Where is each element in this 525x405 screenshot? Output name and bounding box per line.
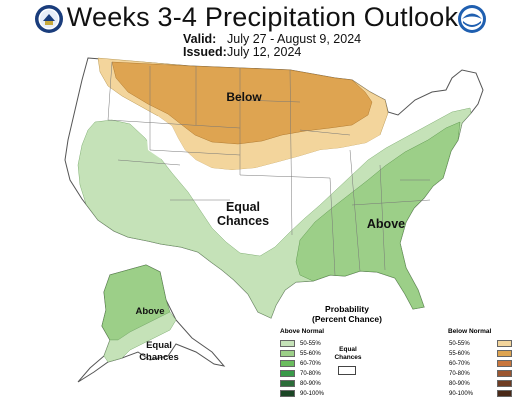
legend-below-swatch (497, 370, 512, 377)
legend-above-swatch (280, 340, 295, 347)
legend-equal-label: Equal Chances (328, 346, 368, 362)
legend-above-swatch (280, 370, 295, 377)
issued-date: July 12, 2024 (227, 45, 302, 59)
legend-below-swatch (497, 380, 512, 387)
legend-below-swatch (497, 360, 512, 367)
legend-equal-line2: Chances (334, 354, 362, 361)
legend-below-label: 80-90% (449, 381, 470, 387)
legend-above-header: Above Normal (280, 328, 325, 335)
legend-below-label: 55-60% (449, 351, 470, 357)
legend-above-swatch (280, 360, 295, 367)
equal-chances-area (146, 116, 380, 240)
below-normal-dark-area (111, 61, 373, 145)
alaska-equal-label-line1: Equal (146, 340, 172, 351)
issued-label: Issued: (183, 45, 227, 59)
legend-below-label: 70-80% (449, 371, 470, 377)
valid-label: Valid: (183, 32, 217, 46)
legend-below-swatch (497, 340, 512, 347)
legend-below-label: 60-70% (449, 361, 470, 367)
legend-below-swatch (497, 350, 512, 357)
legend-equal-line1: Equal (339, 346, 357, 353)
legend-title-line2: (Percent Chance) (312, 314, 382, 324)
alaska-equal-label-line2: Chances (139, 352, 179, 363)
legend-above-label: 90-100% (300, 391, 325, 397)
legend-above-label: 50-55% (300, 341, 321, 347)
legend-below-label: 90-100% (449, 391, 474, 397)
legend-title-line1: Probability (325, 304, 369, 314)
legend-above-label: 60-70% (300, 361, 321, 367)
legend-above-label: 55-60% (300, 351, 321, 357)
alaska-above-label: Above (135, 306, 164, 317)
below-region-label: Below (226, 90, 262, 104)
legend-below-swatch (497, 390, 512, 397)
alaska-above-light-area (103, 311, 177, 363)
legend-below-header: Below Normal (448, 328, 492, 335)
date-info: Valid: July 27 - August 9, 2024 Issued:Ju… (183, 33, 361, 59)
map-title: Weeks 3-4 Precipitation Outlook (66, 2, 459, 32)
legend-below-label: 50-55% (449, 341, 470, 347)
noaa-logo-icon: noaa (458, 5, 486, 33)
svg-text:noaa: noaa (466, 18, 478, 24)
state-borders (107, 61, 431, 276)
probability-legend: Probability (Percent Chance) Above Norma… (272, 300, 522, 405)
above-region-label: Above (367, 217, 405, 231)
legend-above-swatch (280, 390, 295, 397)
legend-above-label: 80-90% (300, 381, 321, 387)
department-of-commerce-seal-icon (35, 5, 63, 33)
legend-above-swatch (280, 350, 295, 357)
legend-above-label: 70-80% (300, 371, 321, 377)
legend-title: Probability (Percent Chance) (272, 304, 422, 324)
equal-chances-label-line1: Equal (226, 200, 260, 214)
valid-dates: July 27 - August 9, 2024 (227, 32, 362, 46)
equal-chances-label-line2: Chances (217, 214, 269, 228)
legend-above-swatch (280, 380, 295, 387)
above-normal-east-area (295, 121, 461, 310)
legend-equal-swatch (338, 366, 356, 375)
